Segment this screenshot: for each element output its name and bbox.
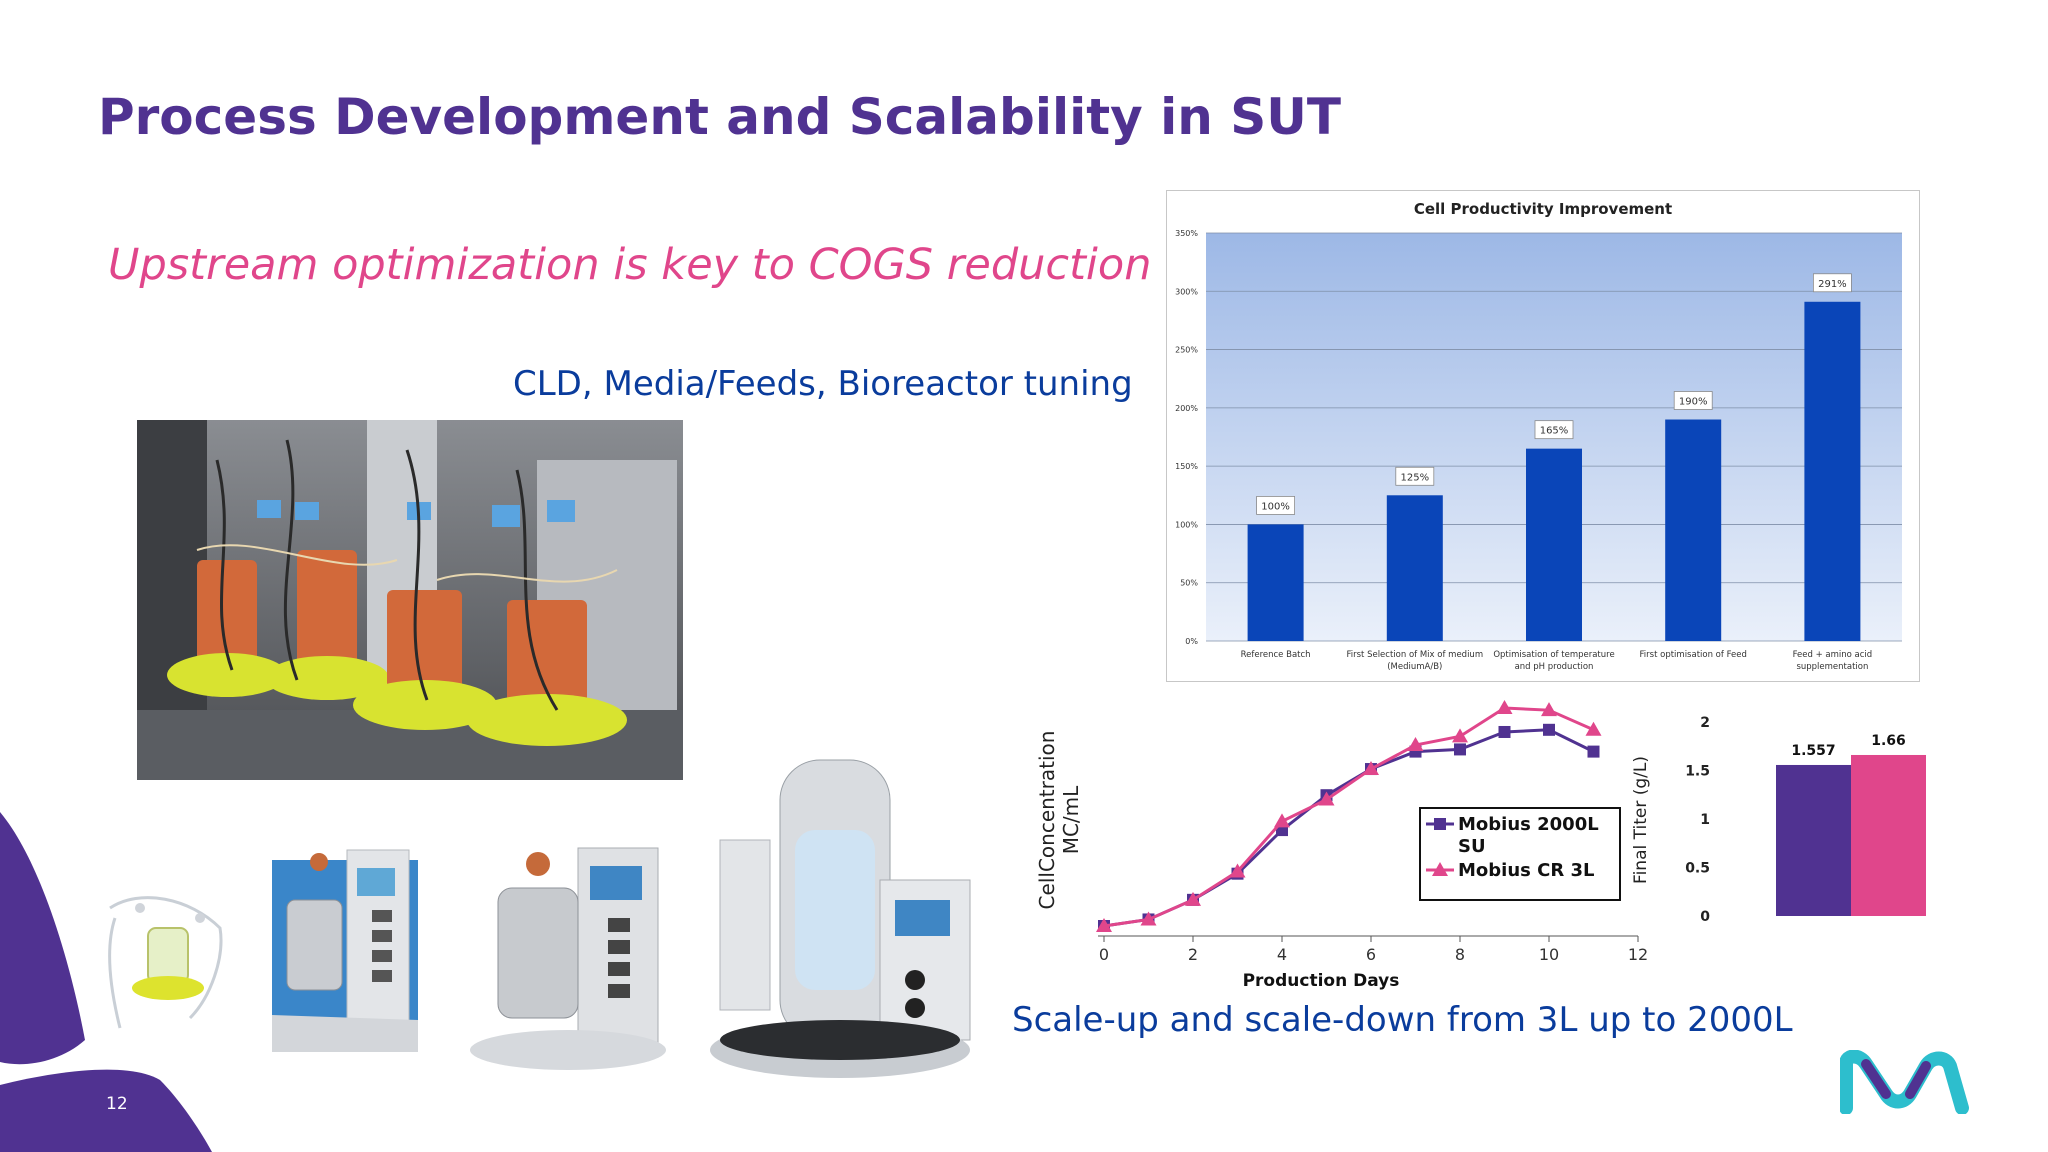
x-tick-label: Reference Batch xyxy=(1241,650,1311,660)
y-axis-label: CellConcentration MC/mL xyxy=(1035,731,1083,910)
y-axis-label-text: Final Titer (g/L) xyxy=(1631,756,1651,884)
data-point xyxy=(1454,743,1466,756)
y-tick-label: 1.5 xyxy=(1685,764,1710,780)
y-tick-label: 300% xyxy=(1175,287,1198,296)
data-point xyxy=(1585,721,1602,736)
y-axis-label-line: MC/mL xyxy=(1059,785,1083,854)
data-point xyxy=(1096,918,1112,932)
data-point xyxy=(1229,863,1246,878)
data-point xyxy=(1274,813,1290,828)
legend-entry: Mobius CR 3L xyxy=(1458,860,1594,881)
data-label: 165% xyxy=(1540,426,1569,437)
data-point xyxy=(1363,761,1379,776)
y-tick-label: 150% xyxy=(1175,462,1198,471)
data-label: 100% xyxy=(1261,501,1290,512)
legend xyxy=(1419,807,1621,901)
y-tick-label: 250% xyxy=(1175,346,1198,355)
x-tick-label: First Selection of Mix of medium xyxy=(1346,650,1483,660)
data-point xyxy=(1140,911,1157,926)
legend-entry: SU xyxy=(1458,836,1486,857)
x-tick-label: (MediumA/B) xyxy=(1387,662,1442,672)
data-label-box xyxy=(1256,496,1295,515)
series-line-2 xyxy=(1103,706,1595,928)
titer-bar-1 xyxy=(1776,764,1851,916)
data-point xyxy=(1498,725,1511,738)
data-point xyxy=(1541,702,1557,717)
legend-marker xyxy=(1434,818,1446,830)
y-axis-label-line: CellConcentration xyxy=(1035,731,1059,910)
x-tick-label: 10 xyxy=(1539,945,1559,964)
x-tick-label: 12 xyxy=(1628,945,1648,964)
data-label: 291% xyxy=(1818,279,1847,290)
y-tick-label: 0 xyxy=(1700,909,1710,925)
bar-1 xyxy=(1247,524,1304,641)
y-tick-label: 1 xyxy=(1700,812,1710,828)
y-axis-label: Final Titer (g/L) xyxy=(1631,756,1651,884)
x-tick-label: Optimisation of temperature xyxy=(1493,650,1614,660)
x-tick-label: Feed + amino acid xyxy=(1793,650,1873,660)
x-tick-label: 0 xyxy=(1099,945,1109,964)
bar-4 xyxy=(1665,419,1722,641)
x-tick-label: and pH production xyxy=(1515,662,1594,672)
x-tick-label: supplementation xyxy=(1796,662,1868,672)
x-tick-label: 6 xyxy=(1366,945,1376,964)
x-axis-label: Production Days xyxy=(1243,971,1400,991)
data-point xyxy=(1185,891,1201,906)
mobius-200l-bioreactor-photo xyxy=(468,828,668,1074)
merck-logo-icon xyxy=(1840,1050,1969,1114)
y-tick-label: 0.5 xyxy=(1685,861,1710,877)
slide-title: Process Development and Scalability in S… xyxy=(98,88,1342,146)
legend-marker xyxy=(1432,862,1448,876)
legend-entry: Mobius 2000L xyxy=(1458,814,1599,835)
y-tick-label: 200% xyxy=(1175,404,1198,413)
single-use-bag-photo xyxy=(100,888,230,1038)
data-label: 125% xyxy=(1401,472,1430,483)
data-point xyxy=(1452,728,1468,743)
titer-bar-2 xyxy=(1851,754,1926,916)
bar-2 xyxy=(1386,495,1443,641)
y-tick-label: 50% xyxy=(1180,579,1198,588)
scale-up-text: Scale-up and scale-down from 3L up to 20… xyxy=(1012,1000,1793,1040)
lab-bioreactors-photo xyxy=(137,420,683,780)
data-label-box xyxy=(1395,466,1435,486)
data-label: 1.557 xyxy=(1791,743,1835,759)
data-label-box xyxy=(1534,420,1574,440)
y-tick-label: 350% xyxy=(1175,229,1198,238)
y-tick-label: 0% xyxy=(1185,637,1198,646)
data-label-box xyxy=(1673,391,1713,410)
x-tick-label: First optimisation of Feed xyxy=(1640,650,1747,660)
data-point xyxy=(1407,737,1424,752)
y-tick-label: 100% xyxy=(1175,520,1198,529)
cld-media-text: CLD, Media/Feeds, Bioreactor tuning xyxy=(513,364,1133,404)
bar-5 xyxy=(1804,301,1861,641)
y-tick-label: 2 xyxy=(1700,715,1710,731)
data-point xyxy=(1496,700,1513,714)
mobius-2000l-bioreactor-photo xyxy=(700,740,986,1094)
slide-subtitle: Upstream optimization is key to COGS red… xyxy=(108,240,1152,290)
final-titer-chart: 0 0.5 1 1.5 2 Final Titer (g/L) 1.557 1.66 xyxy=(1630,700,1950,940)
chart-title: Cell Productivity Improvement xyxy=(1414,200,1672,218)
x-tick-label: 4 xyxy=(1277,945,1287,964)
data-point xyxy=(1543,723,1555,736)
data-label-box xyxy=(1813,273,1852,293)
data-label: 190% xyxy=(1679,397,1708,408)
data-point xyxy=(1318,791,1335,806)
data-point xyxy=(1587,745,1600,758)
x-tick-label: 2 xyxy=(1188,945,1198,964)
data-label: 1.66 xyxy=(1871,733,1906,749)
cell-concentration-chart: 0 2 4 6 8 10 12 Production Days CellConcentratio… xyxy=(1020,680,1650,1000)
cell-productivity-chart: Cell Productivity Improvement 0% 50% 100% 15… xyxy=(1166,190,1920,682)
page-number: 12 xyxy=(106,1094,128,1114)
x-tick-label: 8 xyxy=(1455,945,1465,964)
bar-3 xyxy=(1526,448,1582,641)
mobius-50l-bioreactor-photo xyxy=(272,840,418,1052)
